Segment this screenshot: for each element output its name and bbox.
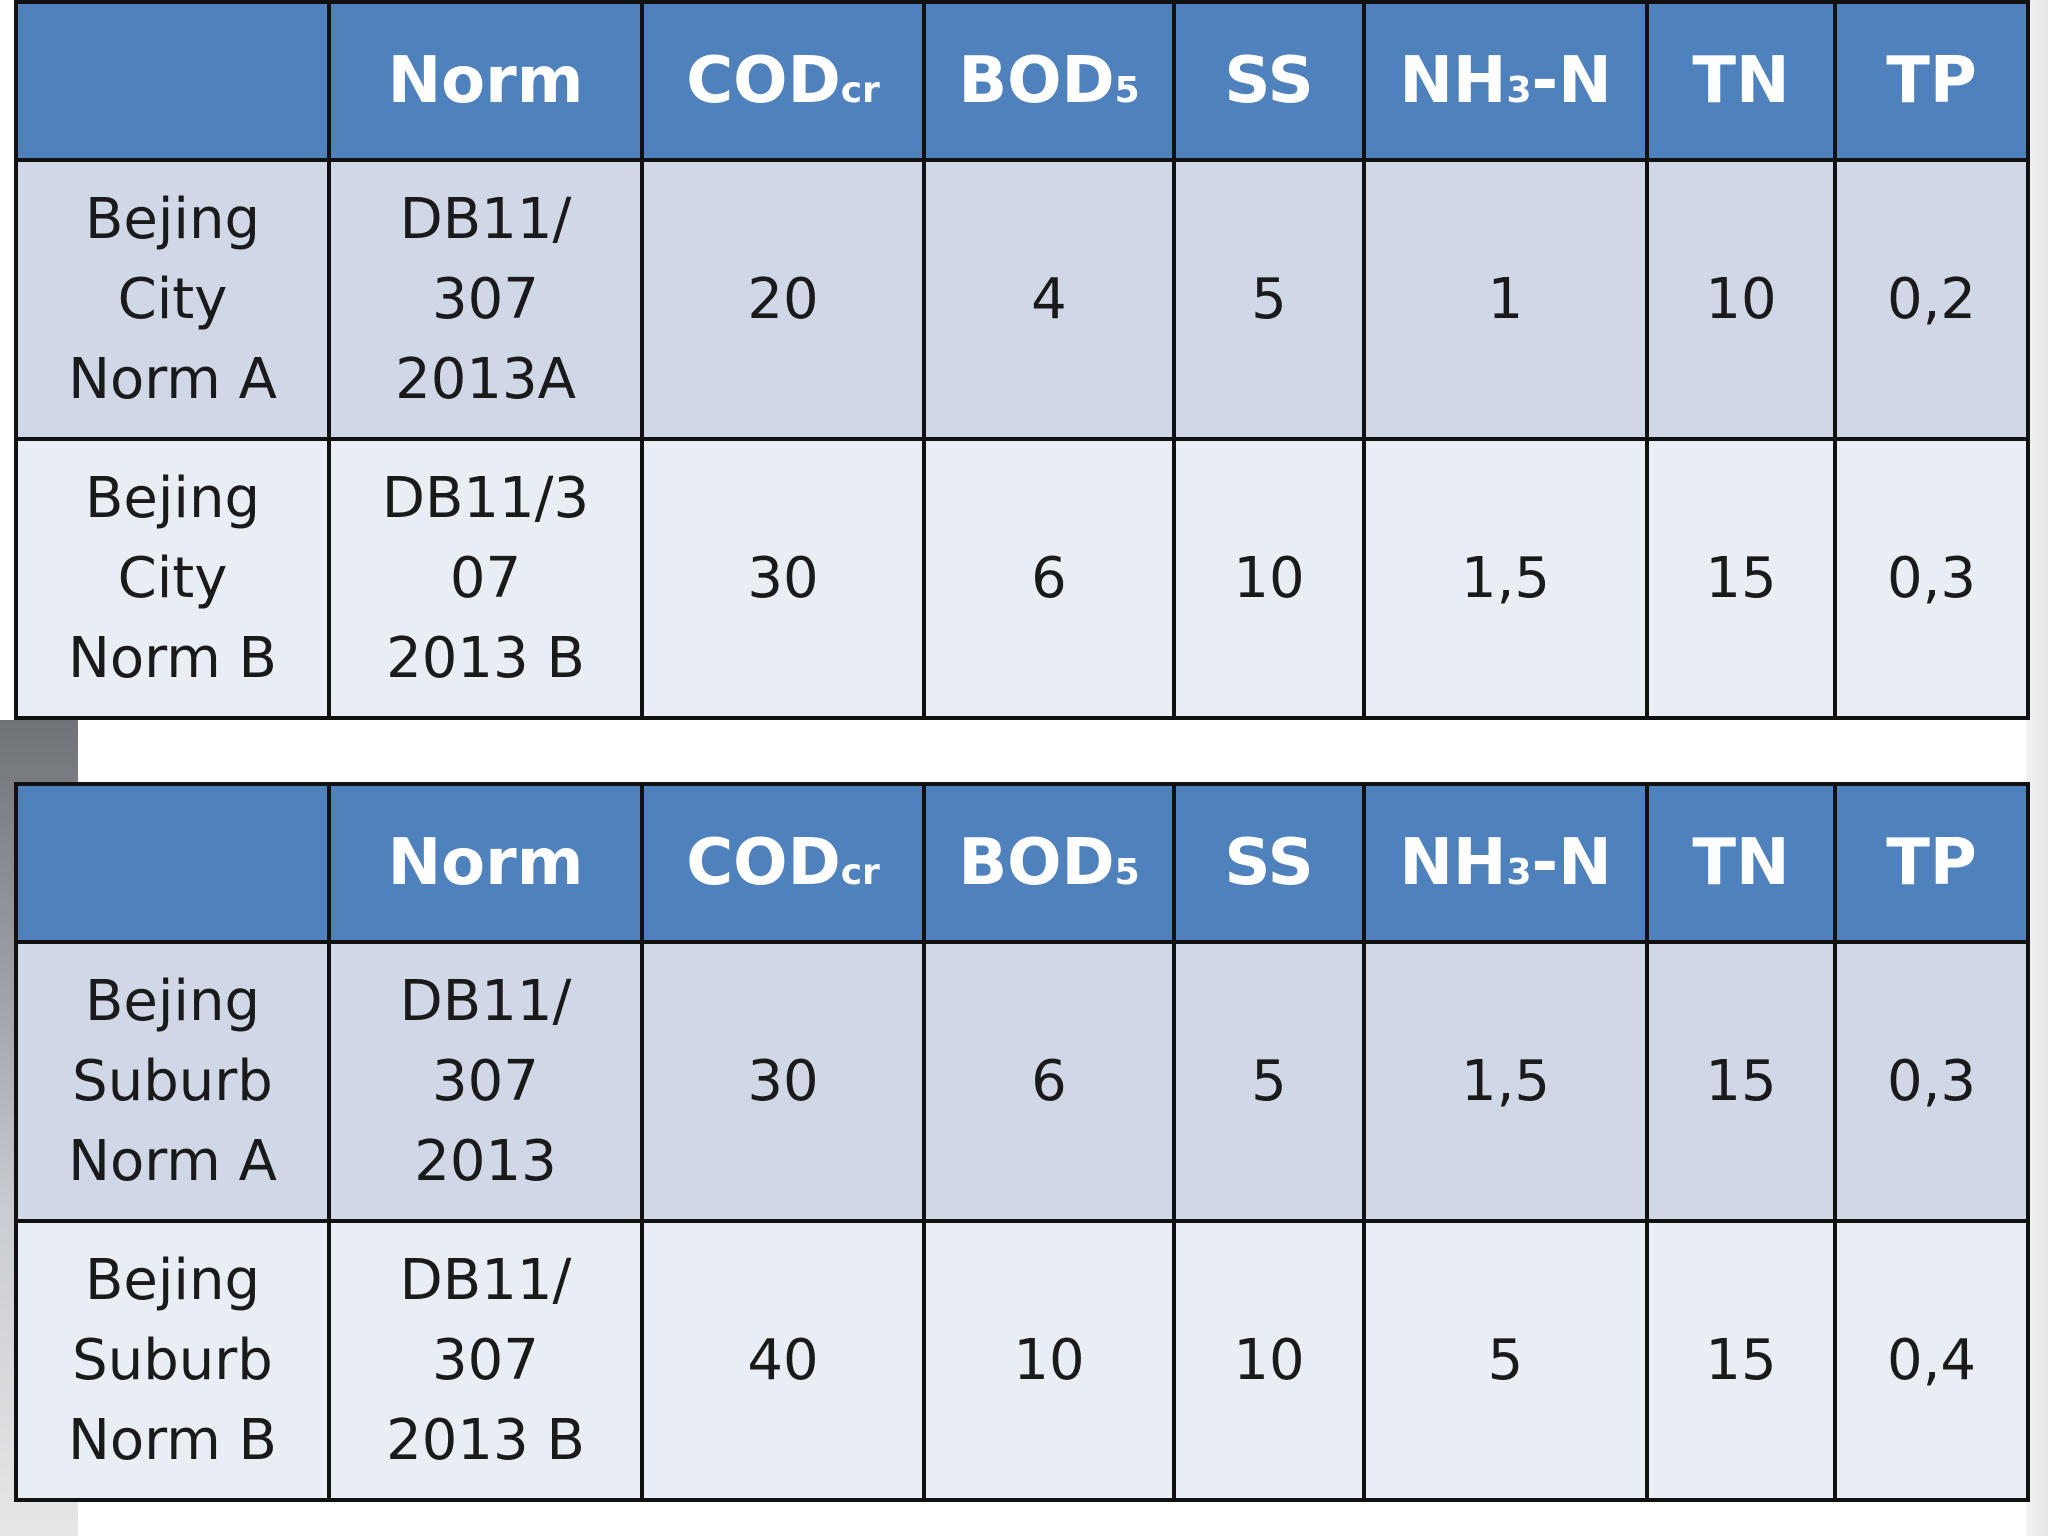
tn-value: 15 [1645,1219,1837,1502]
row-name: Bejing Suburb Norm B [14,1219,331,1502]
nh3n-value: 1,5 [1362,437,1649,720]
header-nh3n-post: -N [1531,44,1612,118]
row-name: Bejing City Norm B [14,437,331,720]
row-norm: DB11/ 307 2013 [327,940,644,1223]
ss-value: 5 [1172,158,1366,441]
bod-value: 6 [922,437,1176,720]
ss-value: 5 [1172,940,1366,1223]
cod-value: 20 [640,158,926,441]
row-norm: DB11/3 07 2013 B [327,437,644,720]
tp-value: 0,3 [1833,940,2030,1223]
header-cod-sub: cr [840,852,880,893]
header-row: Norm CODcr BOD5 SS NH3-N TN TP [14,782,2030,944]
header-nh3n-pre: NH [1399,826,1507,900]
header-bod: BOD5 [922,0,1176,162]
cod-value: 30 [640,437,926,720]
header-blank [14,782,331,944]
header-nh3n-post: -N [1531,826,1612,900]
row-name: Bejing Suburb Norm A [14,940,331,1223]
tp-value: 0,3 [1833,437,2030,720]
header-nh3n: NH3-N [1362,782,1649,944]
bod-value: 6 [922,940,1176,1223]
nh3n-value: 1 [1362,158,1649,441]
header-cod: CODcr [640,0,926,162]
table-row: Bejing City Norm B DB11/3 07 2013 B 30 6… [14,437,2030,720]
header-bod-sub: 5 [1114,70,1140,111]
header-nh3n-pre: NH [1399,44,1507,118]
header-nh3n-sub: 3 [1506,70,1532,111]
header-tn: TN [1645,782,1837,944]
bod-value: 4 [922,158,1176,441]
table-row: Bejing City Norm A DB11/ 307 2013A 20 4 … [14,158,2030,441]
header-tp: TP [1833,782,2030,944]
nh3n-value: 5 [1362,1219,1649,1502]
background-right-edge [2026,0,2048,1536]
ss-value: 10 [1172,1219,1366,1502]
header-tp: TP [1833,0,2030,162]
header-cod-base: COD [686,826,841,900]
bod-value: 10 [922,1219,1176,1502]
header-row: Norm CODcr BOD5 SS NH3-N TN TP [14,0,2030,162]
table-row: Bejing Suburb Norm B DB11/ 307 2013 B 40… [14,1219,2030,1502]
cod-value: 40 [640,1219,926,1502]
header-nh3n: NH3-N [1362,0,1649,162]
tn-value: 15 [1645,940,1837,1223]
tn-value: 10 [1645,158,1837,441]
header-cod-base: COD [686,44,841,118]
tn-value: 15 [1645,437,1837,720]
header-bod-sub: 5 [1114,852,1140,893]
header-cod-sub: cr [840,70,880,111]
header-norm: Norm [327,0,644,162]
row-norm: DB11/ 307 2013A [327,158,644,441]
header-bod-base: BOD [958,826,1115,900]
header-blank [14,0,331,162]
nh3n-value: 1,5 [1362,940,1649,1223]
header-bod: BOD5 [922,782,1176,944]
row-norm: DB11/ 307 2013 B [327,1219,644,1502]
ss-value: 10 [1172,437,1366,720]
row-name: Bejing City Norm A [14,158,331,441]
header-tn: TN [1645,0,1837,162]
table-row: Bejing Suburb Norm A DB11/ 307 2013 30 6… [14,940,2030,1223]
header-nh3n-sub: 3 [1506,852,1532,893]
cod-value: 30 [640,940,926,1223]
header-ss: SS [1172,782,1366,944]
tp-value: 0,2 [1833,158,2030,441]
tp-value: 0,4 [1833,1219,2030,1502]
beijing-suburb-norms-table: Norm CODcr BOD5 SS NH3-N TN TP Bejing Su… [14,782,2030,1502]
header-norm: Norm [327,782,644,944]
header-ss: SS [1172,0,1366,162]
header-bod-base: BOD [958,44,1115,118]
beijing-city-norms-table: Norm CODcr BOD5 SS NH3-N TN TP Bejing Ci… [14,0,2030,720]
header-cod: CODcr [640,782,926,944]
